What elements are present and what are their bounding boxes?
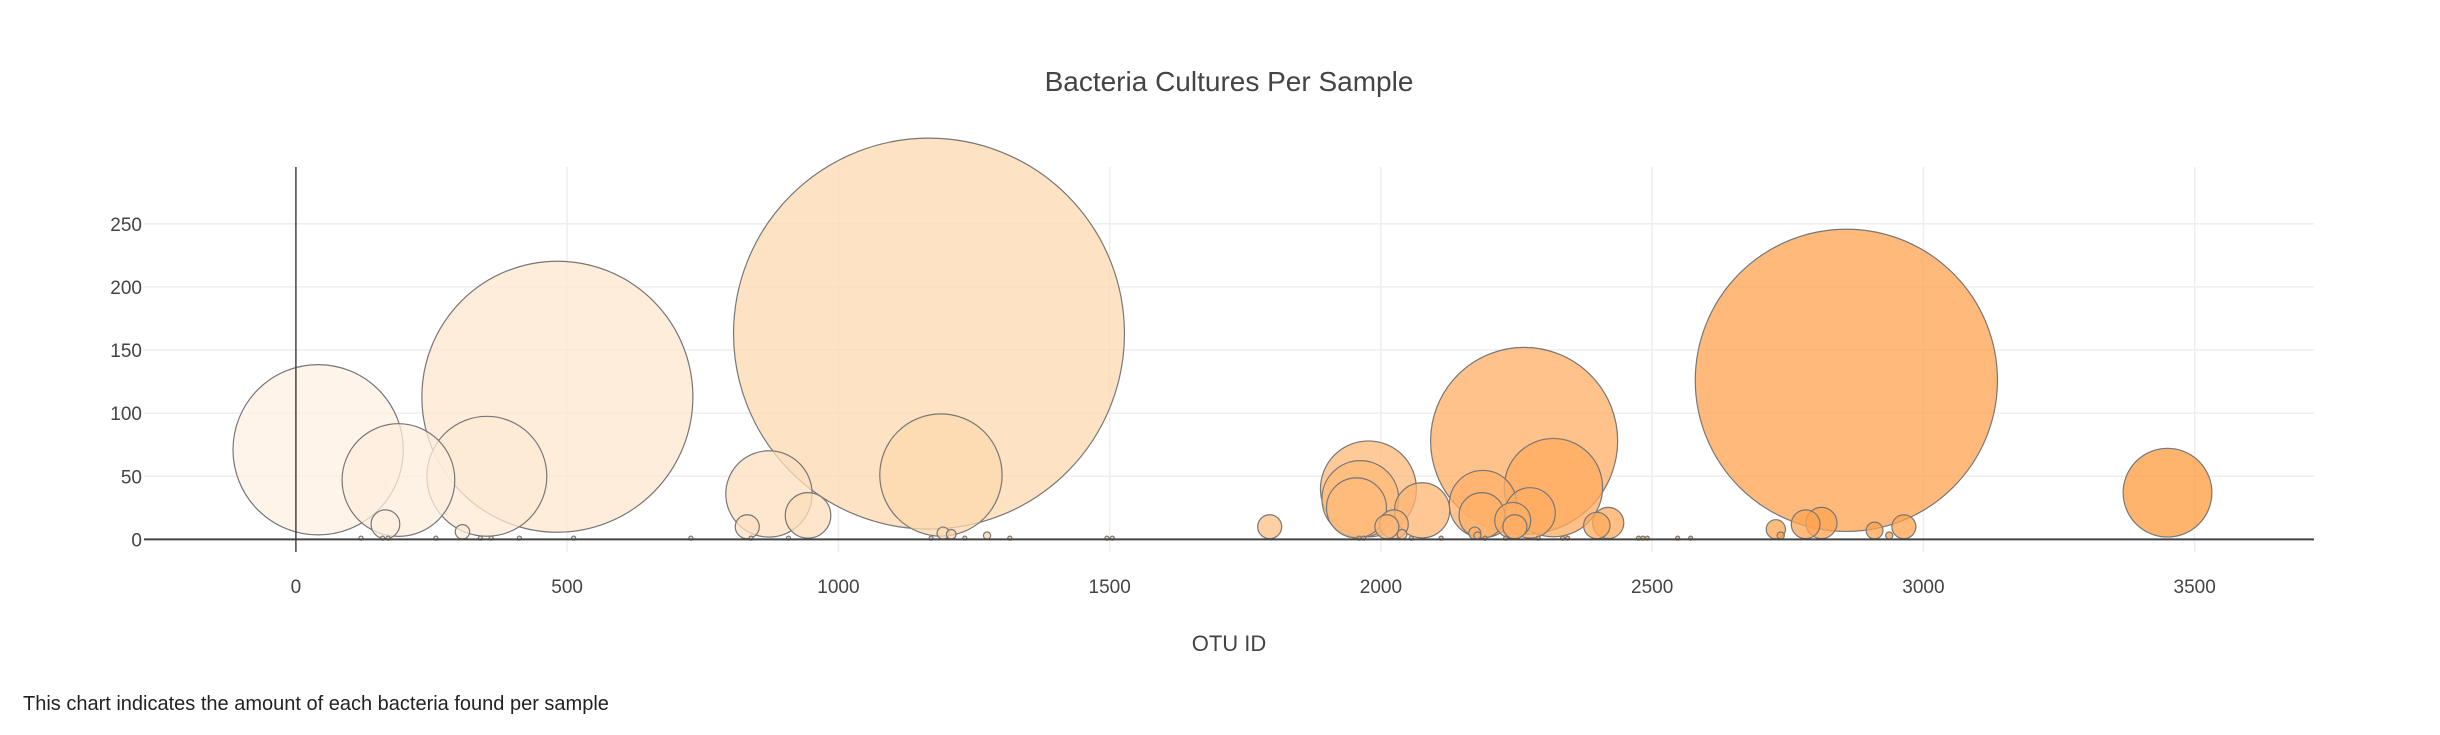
- bubble-point[interactable]: [1325, 477, 1388, 539]
- bubble-point[interactable]: [370, 509, 401, 540]
- bubble-point[interactable]: [945, 528, 957, 540]
- bubble-point[interactable]: [454, 524, 471, 540]
- data-bubbles: [232, 137, 2213, 541]
- bubble-point[interactable]: [1891, 514, 1917, 540]
- bubble-point[interactable]: [734, 514, 760, 540]
- x-tick-label: 1000: [817, 577, 859, 598]
- bubble-point[interactable]: [1865, 521, 1884, 540]
- x-tick-label: 3500: [2174, 577, 2216, 598]
- x-tick-label: 500: [551, 577, 583, 598]
- bubble-point[interactable]: [982, 531, 992, 540]
- x-tick-label: 0: [291, 577, 302, 598]
- y-tick-label: 250: [110, 215, 142, 236]
- x-tick-label: 3000: [1902, 577, 1944, 598]
- axes: [144, 167, 2314, 552]
- y-tick-label: 150: [110, 341, 142, 362]
- x-tick-label: 1500: [1089, 577, 1131, 598]
- bubble-point[interactable]: [1473, 531, 1482, 540]
- bubble-point[interactable]: [1885, 531, 1894, 540]
- bubble-point[interactable]: [341, 423, 456, 538]
- y-tick-label: 50: [121, 467, 142, 488]
- y-tick-label: 100: [110, 404, 142, 425]
- bubble-point[interactable]: [1257, 514, 1283, 540]
- bubble-point[interactable]: [1790, 509, 1821, 540]
- x-tick-label: 2500: [1631, 577, 1673, 598]
- y-tick-labels: 0 50 100 150 200 250: [110, 215, 142, 552]
- bubble-point[interactable]: [1694, 228, 1999, 533]
- x-tick-label: 2000: [1360, 577, 1402, 598]
- bubble-point[interactable]: [1396, 528, 1408, 540]
- chart-caption: This chart indicates the amount of each …: [23, 693, 609, 715]
- bubble-point[interactable]: [879, 413, 1003, 537]
- bubble-point[interactable]: [1776, 531, 1785, 540]
- bubble-point[interactable]: [1583, 511, 1611, 540]
- bubble-point[interactable]: [2122, 447, 2213, 538]
- bubble-point[interactable]: [784, 492, 832, 539]
- y-tick-label: 200: [110, 278, 142, 299]
- bubble-point[interactable]: [1374, 514, 1400, 540]
- x-tick-labels: 0 500 1000 1500 2000 2500 3000 3500: [291, 577, 2216, 598]
- chart-title: Bacteria Cultures Per Sample: [1045, 66, 1414, 97]
- y-tick-label: 0: [131, 530, 142, 551]
- bubble-point[interactable]: [1502, 514, 1528, 540]
- x-axis-title: OTU ID: [1192, 631, 1267, 656]
